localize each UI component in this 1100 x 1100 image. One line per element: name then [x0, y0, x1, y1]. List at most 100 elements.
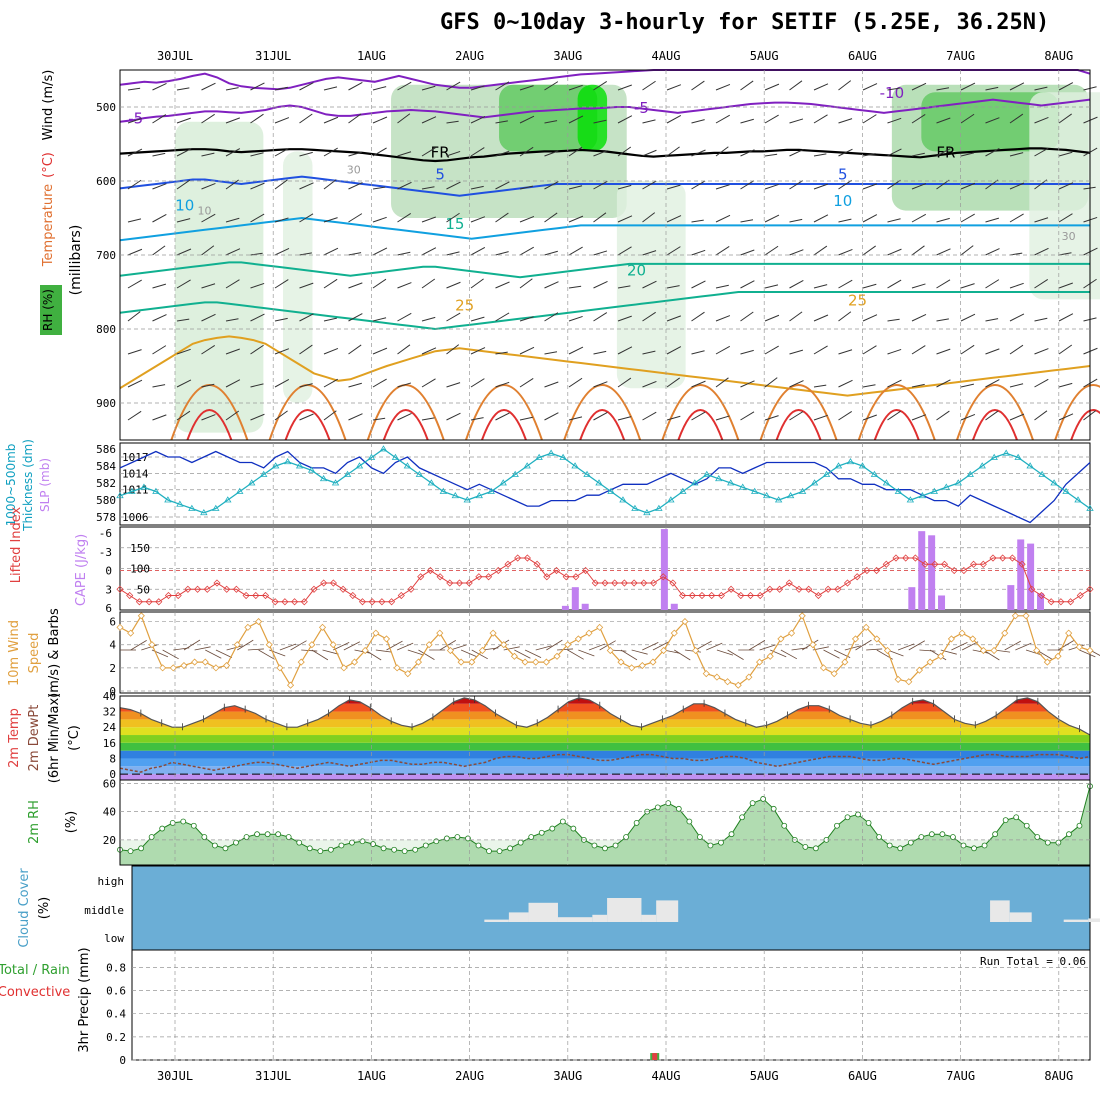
wind-barb	[695, 640, 712, 651]
isotherm-35	[579, 409, 626, 441]
wind-barb	[617, 184, 632, 190]
wind-point	[532, 658, 540, 666]
wind-barb	[176, 148, 192, 157]
thickness-point	[283, 457, 292, 465]
li-point	[523, 554, 531, 562]
wind-barb	[740, 280, 755, 289]
temp-band	[120, 750, 1090, 759]
cape-tick-label: 100	[130, 563, 150, 576]
li-point	[426, 566, 434, 575]
temp-line	[119, 697, 1091, 736]
temp-tick-label: 0	[109, 768, 116, 781]
li-point	[329, 579, 337, 587]
wind-barb	[127, 379, 143, 388]
wind-barb	[323, 247, 339, 256]
wind-barb	[127, 148, 143, 157]
wind-barb	[495, 81, 510, 91]
wind-barb	[397, 81, 412, 91]
top-date-label: 30JUL	[157, 49, 193, 63]
rh-point	[380, 845, 387, 852]
wind-point	[382, 635, 391, 643]
run-total-label: Run Total = 0.06	[980, 955, 1086, 968]
wind-barb	[323, 86, 338, 91]
wind-point	[148, 641, 156, 649]
wind-barb	[274, 117, 290, 124]
wind-barb	[666, 215, 682, 223]
rh-point	[1076, 822, 1083, 829]
wind-barb	[887, 318, 900, 322]
wind-barb	[152, 114, 167, 124]
rh-point	[760, 796, 767, 802]
wind-barb	[593, 180, 608, 190]
wind-barb	[201, 182, 216, 190]
bottom-date-label: 30JUL	[157, 1069, 193, 1083]
thickness-point	[846, 457, 855, 465]
wind-point	[329, 641, 337, 649]
rh-axis-title: RH (%)	[41, 289, 55, 331]
wind-barb	[446, 150, 461, 157]
wind-barb	[274, 279, 289, 289]
wind-point	[169, 664, 177, 672]
bottom-date-label: 2AUG	[455, 1069, 484, 1083]
wind-barb	[617, 315, 632, 322]
rh-shading	[1029, 92, 1100, 300]
wind-barb	[715, 146, 729, 157]
wind-barb	[691, 380, 706, 388]
wind-barb	[460, 649, 478, 658]
wind-barb	[764, 345, 779, 355]
wind-barb	[642, 350, 656, 355]
bottom-date-label: 31JUL	[255, 1069, 291, 1083]
wind-point	[937, 652, 945, 660]
wind-barb	[985, 217, 1000, 223]
wind-barb	[568, 185, 583, 190]
li-point	[582, 566, 590, 575]
wind-barb	[127, 410, 142, 421]
wind-barb	[887, 348, 902, 355]
wind-barb	[201, 113, 215, 124]
rh-legend-box	[40, 285, 62, 335]
temp-unit: (°C)	[67, 725, 82, 751]
li-point	[552, 566, 561, 575]
wind-point	[159, 664, 167, 672]
wind-barb	[691, 280, 706, 289]
wind-point	[361, 646, 369, 655]
wind-barb	[813, 414, 828, 421]
wind-barb	[568, 215, 584, 223]
wind-barb	[936, 117, 951, 124]
temp-tick-label: 8	[109, 752, 116, 765]
wind-barb	[960, 113, 975, 124]
wind-barb	[470, 115, 486, 124]
wind-barb	[364, 649, 382, 661]
rh-point	[1044, 839, 1051, 846]
bottom-date-label: 6AUG	[848, 1069, 877, 1083]
wind-barb	[666, 115, 682, 124]
wind-barb	[225, 179, 239, 190]
cape-bar	[918, 531, 926, 610]
li-axis-title: Lifted Index	[9, 506, 24, 583]
isotherm-20	[119, 291, 1090, 331]
wind-barb	[446, 81, 461, 91]
wind-barb	[421, 247, 437, 256]
wind-barb	[780, 649, 798, 660]
wind-barb	[299, 313, 314, 322]
wind-barb	[985, 279, 1000, 289]
wind-barb	[715, 114, 730, 124]
wind-barb	[887, 410, 901, 421]
wind-point	[393, 664, 401, 672]
wind-barb	[838, 279, 853, 289]
wind-barb	[1015, 642, 1032, 651]
wind-barb	[127, 218, 142, 223]
wind-barb	[544, 250, 558, 256]
wind-barb	[813, 114, 828, 124]
li-point	[213, 579, 221, 587]
wind-point	[286, 681, 295, 689]
rh-tick-label: 40	[103, 806, 116, 819]
wind-point	[212, 664, 220, 672]
middle-cloud-block	[641, 914, 657, 922]
wind-barb	[250, 82, 265, 91]
wind-barb	[985, 410, 999, 421]
li-tick-label: 3	[105, 583, 112, 596]
wind-barb	[866, 648, 883, 651]
panel-frame	[119, 779, 1091, 866]
wind-barb	[201, 82, 216, 91]
